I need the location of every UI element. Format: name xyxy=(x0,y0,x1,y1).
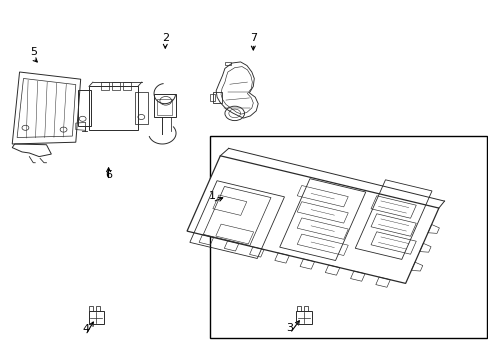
Text: 4: 4 xyxy=(82,324,89,334)
Polygon shape xyxy=(187,156,438,283)
Bar xyxy=(88,311,104,324)
Bar xyxy=(212,92,222,103)
Text: 1: 1 xyxy=(209,191,216,201)
Bar xyxy=(154,94,175,117)
Bar xyxy=(210,94,215,101)
Bar xyxy=(122,82,130,90)
Text: 3: 3 xyxy=(286,323,293,333)
Text: 5: 5 xyxy=(30,47,37,57)
Bar xyxy=(112,82,120,90)
Bar xyxy=(225,62,231,65)
Bar xyxy=(296,311,311,324)
Text: 6: 6 xyxy=(105,170,112,180)
Text: 7: 7 xyxy=(249,33,256,43)
Bar xyxy=(210,136,486,338)
Bar xyxy=(135,92,147,124)
Bar xyxy=(296,306,301,311)
Bar xyxy=(89,306,93,311)
Bar xyxy=(89,86,138,130)
Bar xyxy=(101,82,109,90)
Bar xyxy=(78,90,91,126)
Bar xyxy=(96,306,100,311)
Bar xyxy=(303,306,307,311)
Bar xyxy=(157,99,172,115)
Text: 2: 2 xyxy=(162,33,168,43)
